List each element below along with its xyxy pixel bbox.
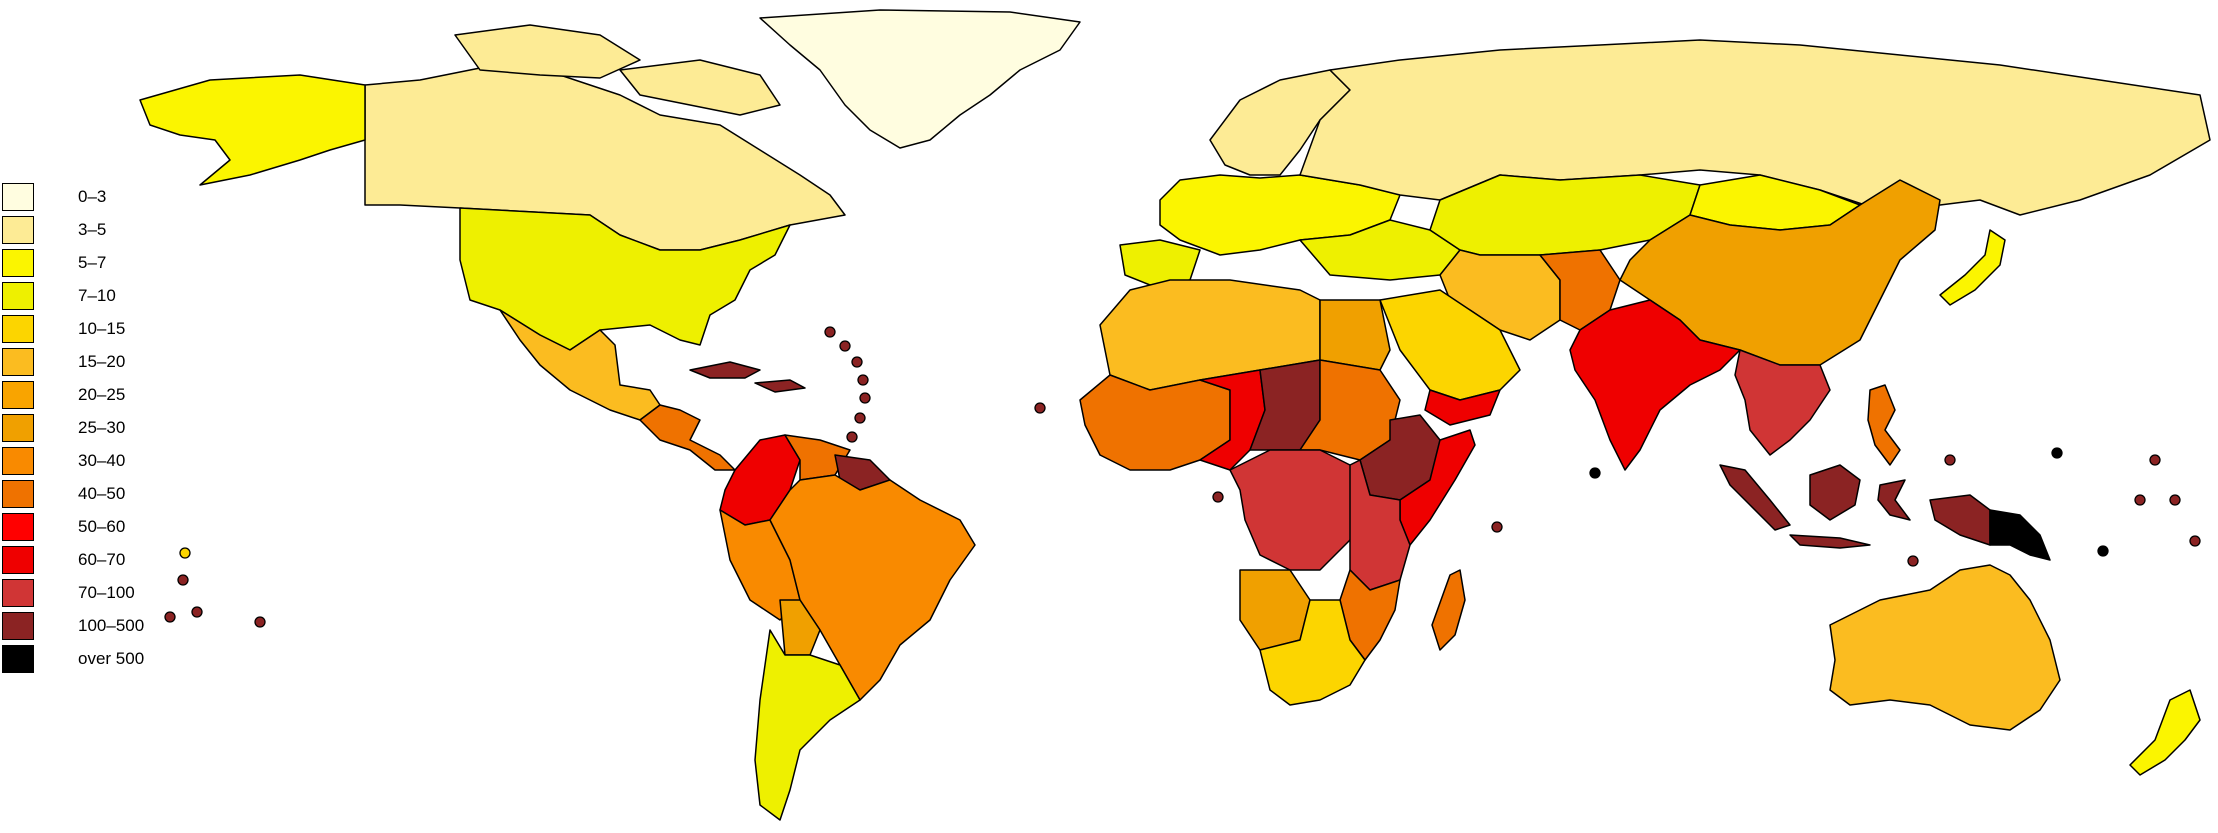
legend-item: 40–50: [2, 477, 144, 510]
yemen: [1424, 389, 1501, 426]
madagascar: [1431, 569, 1466, 651]
legend-item: 3–5: [2, 213, 144, 246]
legend-swatch: [2, 248, 34, 277]
legend-label: 20–25: [78, 384, 126, 404]
island-markers: [164, 326, 2201, 628]
mexico: [499, 309, 661, 421]
legend-label: 50–60: [78, 516, 126, 536]
angola: [1239, 569, 1311, 651]
australia: [1829, 564, 2061, 731]
legend-item: 50–60: [2, 510, 144, 543]
bolivia: [779, 599, 821, 656]
legend-swatch: [2, 182, 34, 211]
east-africa: [1349, 459, 1411, 591]
legend-swatch: [2, 446, 34, 475]
legend-item: 60–70: [2, 543, 144, 576]
legend-label: 40–50: [78, 483, 126, 503]
new-zealand: [2129, 689, 2201, 776]
legend-item: 15–20: [2, 345, 144, 378]
legend-swatch: [2, 413, 34, 442]
legend-swatch: [2, 479, 34, 508]
legend-item: 5–7: [2, 246, 144, 279]
legend-label: 10–15: [78, 318, 126, 338]
central-america: [639, 404, 736, 471]
egypt: [1319, 299, 1391, 371]
canada: [364, 59, 846, 251]
legend-swatch: [2, 380, 34, 409]
legend-label: 30–40: [78, 450, 126, 470]
legend-swatch: [2, 644, 34, 673]
papua-new-guinea: [1989, 509, 2051, 561]
sumatra: [1719, 464, 1791, 531]
india: [1569, 299, 1741, 471]
west-papua: [1929, 494, 1991, 546]
map-legend: 0–3 3–5 5–7 7–10 10–15 15–20 20–25 25–30 30–40 40…: [2, 180, 144, 675]
philippines: [1867, 384, 1901, 466]
legend-label: 5–7: [78, 252, 107, 272]
legend-label: 15–20: [78, 351, 126, 371]
legend-item: 7–10: [2, 279, 144, 312]
legend-label: 60–70: [78, 549, 126, 569]
legend-swatch: [2, 611, 34, 640]
cuba: [689, 361, 761, 379]
central-africa: [1229, 449, 1361, 571]
legend-swatch: [2, 281, 34, 310]
legend-label: 7–10: [78, 285, 116, 305]
legend-item: over 500: [2, 642, 144, 675]
legend-label: 100–500: [78, 615, 145, 635]
legend-label: 70–100: [78, 582, 135, 602]
legend-label: 3–5: [78, 219, 107, 239]
legend-label: 0–3: [78, 186, 107, 206]
arctic-islands: [454, 24, 641, 79]
legend-swatch: [2, 545, 34, 574]
legend-swatch: [2, 578, 34, 607]
legend-swatch: [2, 314, 34, 343]
legend-item: 100–500: [2, 609, 144, 642]
hispaniola: [754, 379, 806, 393]
legend-item: 10–15: [2, 312, 144, 345]
greenland: [759, 9, 1081, 149]
legend-label: 25–30: [78, 417, 126, 437]
legend-swatch: [2, 215, 34, 244]
sulawesi: [1877, 479, 1911, 521]
argentina: [754, 629, 861, 821]
russia: [1299, 39, 2211, 216]
legend-item: 30–40: [2, 444, 144, 477]
alaska: [139, 74, 366, 186]
legend-swatch: [2, 347, 34, 376]
legend-item: 0–3: [2, 180, 144, 213]
indochina: [1734, 349, 1831, 456]
legend-swatch: [2, 512, 34, 541]
somalia: [1399, 429, 1476, 546]
borneo: [1809, 464, 1861, 521]
legend-label: over 500: [78, 648, 145, 668]
java: [1789, 534, 1871, 549]
japan: [1939, 229, 2006, 306]
legend-item: 20–25: [2, 378, 144, 411]
legend-item: 70–100: [2, 576, 144, 609]
arctic-islands-2: [619, 59, 781, 116]
arabia: [1379, 289, 1521, 401]
southern-africa: [1259, 599, 1366, 706]
iberia: [1119, 239, 1201, 286]
legend-item: 25–30: [2, 411, 144, 444]
